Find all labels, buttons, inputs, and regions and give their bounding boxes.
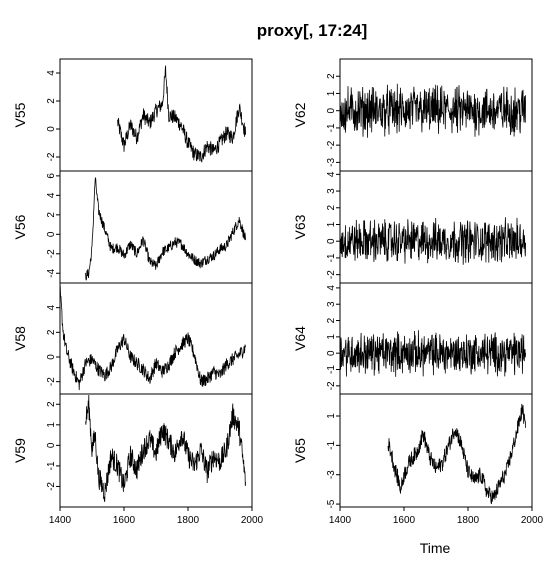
x-tick-label: 1800: [177, 515, 200, 526]
y-tick-label: 1: [326, 334, 337, 340]
y-tick-label: 2: [326, 205, 337, 211]
panel-frame: [59, 282, 253, 395]
y-tick-label: -2: [326, 381, 337, 390]
y-tick-label: 2: [326, 317, 337, 323]
panels-group: -2024V55-4-20246V56-2024V58-2-1012V59140…: [12, 58, 544, 526]
y-tick-label: -3: [326, 158, 337, 167]
series-line-v63: [339, 217, 526, 265]
y-axis-label: V64: [292, 326, 308, 351]
y-tick-label: 1: [46, 422, 57, 428]
series-line-v56: [85, 177, 246, 281]
panel-v58: -2 0 2 4 V58: [12, 282, 253, 395]
panel-frame: [59, 58, 253, 172]
y-tick-label: 4: [46, 304, 57, 310]
y-tick-label: 2: [46, 98, 57, 104]
panel-frame: [339, 393, 533, 508]
y-tick-label: 1: [326, 221, 337, 227]
series-line-v62: [339, 83, 526, 138]
y-tick-label: -1: [46, 461, 57, 470]
series-line-v55: [117, 65, 246, 163]
x-tick-label: 1800: [457, 515, 480, 526]
y-axis-label: V56: [12, 214, 28, 239]
y-axis-label: V58: [12, 326, 28, 351]
series-line-v59: [85, 394, 246, 502]
panel-v62: -3 -2 -1 0 1 2 V62: [292, 58, 533, 172]
x-tick-label: 2000: [521, 515, 544, 526]
y-tick-label: 4: [326, 171, 337, 177]
panel-v55: -2 0 2 4 V55: [12, 58, 253, 172]
panel-frame: [59, 393, 253, 508]
y-tick-label: -2: [326, 140, 337, 149]
y-tick-label: 1: [326, 90, 337, 96]
y-tick-label: -3: [326, 470, 337, 479]
series-line-v65: [387, 403, 526, 505]
y-tick-label: 2: [326, 73, 337, 79]
y-tick-label: 4: [46, 70, 57, 76]
y-tick-label: 1: [326, 413, 337, 419]
y-tick-label: 4: [326, 285, 337, 291]
y-tick-label: -1: [326, 365, 337, 374]
x-tick-label: 1600: [113, 515, 136, 526]
x-tick-label: 2000: [241, 515, 264, 526]
y-tick-label: 2: [46, 401, 57, 407]
panel-v64: -2 -1 0 1 2 3 4 V64: [292, 282, 533, 395]
panel-v59: -2 -1 0 1 2 V59 1400 1600 1800 2000: [12, 393, 264, 526]
y-tick-label: 4: [46, 192, 57, 198]
y-tick-label: -1: [326, 253, 337, 262]
y-tick-label: 2: [46, 212, 57, 218]
y-axis-label: V55: [12, 102, 28, 127]
y-tick-label: -1: [326, 440, 337, 449]
x-tick-label: 1600: [393, 515, 416, 526]
y-tick-label: 0: [326, 107, 337, 113]
panel-v56: -4 -2 0 2 4 6 V56: [12, 170, 253, 284]
y-tick-label: -4: [46, 268, 57, 277]
y-tick-label: 0: [46, 354, 57, 360]
x-axis-label: Time: [420, 540, 451, 556]
y-tick-label: 3: [326, 188, 337, 194]
panel-v65: -5 -3 -1 1 V65 1400 1600 1800 2000: [292, 393, 544, 526]
y-tick-label: -2: [46, 249, 57, 258]
chart-title: proxy[, 17:24]: [257, 21, 368, 40]
x-tick-label: 1400: [49, 515, 72, 526]
series-line-v64: [339, 330, 526, 377]
y-axis-label: V62: [292, 102, 308, 127]
y-tick-label: -2: [46, 482, 57, 491]
x-tick-label: 1400: [329, 515, 352, 526]
y-axis-label: V63: [292, 214, 308, 239]
y-tick-label: -5: [326, 499, 337, 508]
y-tick-label: 0: [326, 350, 337, 356]
y-tick-label: 6: [46, 173, 57, 179]
y-tick-label: -2: [46, 152, 57, 161]
series-line-v58: [59, 283, 246, 391]
y-tick-label: -2: [326, 270, 337, 279]
y-axis-label: V65: [292, 438, 308, 463]
y-tick-label: 3: [326, 301, 337, 307]
y-tick-label: 0: [326, 238, 337, 244]
panel-v63: -2 -1 0 1 2 3 4 V63: [292, 170, 533, 284]
y-tick-label: -2: [46, 377, 57, 386]
y-axis-label: V59: [12, 438, 28, 463]
y-tick-label: -1: [326, 123, 337, 132]
y-tick-label: 0: [46, 231, 57, 237]
y-tick-label: 0: [46, 126, 57, 132]
y-tick-label: 0: [46, 442, 57, 448]
y-tick-label: 2: [46, 329, 57, 335]
